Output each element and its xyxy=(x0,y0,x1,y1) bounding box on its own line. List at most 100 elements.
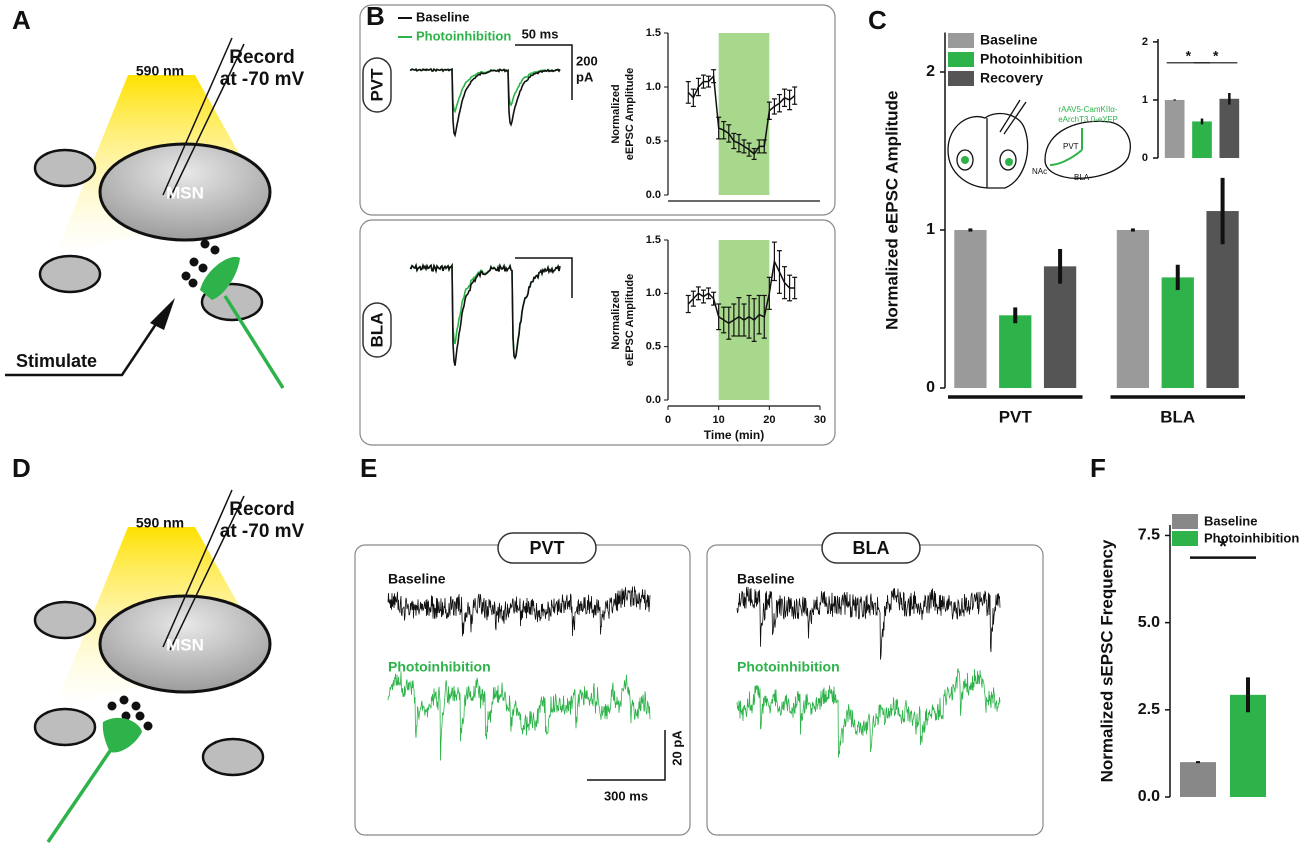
error-bar xyxy=(751,147,757,160)
x-tick-label: 30 xyxy=(814,414,826,426)
line xyxy=(687,258,795,325)
highlight xyxy=(718,33,770,195)
virus-label: eArchT3.0-eYFP xyxy=(1058,115,1118,124)
bar xyxy=(1219,98,1240,158)
cell xyxy=(33,707,97,747)
bar xyxy=(1180,762,1216,797)
x-tick-label: PVT xyxy=(999,407,1033,426)
region-label: PVT xyxy=(1063,142,1079,151)
panel-frame xyxy=(359,4,836,216)
error-bar xyxy=(706,75,712,88)
cell-label: MSN xyxy=(166,635,204,654)
y-tick-label: 0.0 xyxy=(646,394,661,406)
error-bar xyxy=(716,116,722,140)
region-label: PVT xyxy=(367,68,386,102)
error-bar xyxy=(690,290,696,307)
scale-bar xyxy=(587,730,666,781)
record-label: Record xyxy=(229,499,294,520)
error-bar xyxy=(776,93,782,113)
error-bar xyxy=(736,297,742,337)
error-bar xyxy=(782,266,788,300)
error-bar xyxy=(690,88,696,108)
x-tick-label: BLA xyxy=(1160,407,1195,426)
x-tick-label: 20 xyxy=(763,414,775,426)
scale-label: 20 pA xyxy=(669,730,684,766)
y-tick-label: 1.5 xyxy=(646,234,661,246)
scale-label: 200 xyxy=(576,53,598,68)
error-bar xyxy=(721,120,727,140)
condition-label: Photoinhibition xyxy=(388,659,491,675)
y-tick-label: 7.5 xyxy=(1138,527,1160,544)
error-bar xyxy=(726,124,732,143)
injection-diagram xyxy=(947,99,1131,189)
record-label: at -70 mV xyxy=(220,69,305,90)
y-tick-label: 1 xyxy=(926,221,935,238)
error-bar xyxy=(711,69,717,84)
trace xyxy=(736,667,1001,758)
trace xyxy=(387,586,651,637)
error-bar xyxy=(766,276,772,310)
error-bar xyxy=(766,101,772,121)
pipette xyxy=(162,37,233,196)
region-label: NAc xyxy=(1032,167,1047,176)
panel-label: C xyxy=(868,5,887,35)
bar xyxy=(954,230,987,388)
error-bar xyxy=(756,139,762,154)
stim-line xyxy=(5,317,162,377)
neuron xyxy=(102,717,142,753)
light-label: 590 nm xyxy=(136,515,184,531)
region-label: BLA xyxy=(367,313,386,348)
region-pill: PVT xyxy=(497,532,597,564)
legend-swatch xyxy=(948,71,974,86)
evoked-traces xyxy=(409,67,561,366)
error-bar xyxy=(731,303,737,337)
condition-label: Photoinhibition xyxy=(737,659,840,675)
y-axis-label: Normalized eEPSC Amplitude xyxy=(882,91,901,330)
cell xyxy=(38,254,102,294)
stim-arrow xyxy=(150,298,175,330)
y-tick-label: 0.0 xyxy=(1138,788,1160,805)
error-bar xyxy=(711,291,717,306)
legend-label: Baseline xyxy=(1204,513,1257,528)
error-bar xyxy=(736,133,742,153)
y-tick-label: 1 xyxy=(1142,94,1148,106)
scale-bar xyxy=(515,257,573,298)
trace xyxy=(387,671,651,761)
y-tick-label: 0.0 xyxy=(646,189,661,201)
cell-label: MSN xyxy=(166,183,204,202)
y-axis-label: Normalized xyxy=(610,290,622,349)
panel-label: B xyxy=(366,1,385,31)
error-bar xyxy=(706,287,712,300)
x-axis-label: Time (min) xyxy=(704,428,764,442)
schematic-d: 590 nm Record at -70 mV MSN xyxy=(33,489,305,843)
legend-label: Recovery xyxy=(980,70,1043,86)
region-label: PVT xyxy=(529,538,564,558)
panel-label: D xyxy=(12,453,31,483)
panel-label: A xyxy=(12,5,31,35)
region-pill: BLA xyxy=(362,302,392,358)
error-bar xyxy=(695,286,701,301)
error-bar xyxy=(685,80,691,104)
cell xyxy=(33,600,97,640)
y-tick-label: 0.5 xyxy=(646,341,661,353)
bar xyxy=(1192,121,1212,158)
y-tick-label: 2.5 xyxy=(1138,701,1160,718)
error-bar xyxy=(731,132,737,150)
record-label: Record xyxy=(229,47,294,68)
y-tick-label: 1.0 xyxy=(646,81,661,93)
region-label: BLA xyxy=(853,538,890,558)
legend-label: Photoinhibition xyxy=(1204,530,1299,545)
y-tick-label: 1.0 xyxy=(646,287,661,299)
error-bar xyxy=(685,294,691,314)
axon xyxy=(223,295,285,389)
line xyxy=(687,74,796,156)
panel-frame xyxy=(359,219,836,446)
trace xyxy=(409,262,561,366)
error-bar xyxy=(761,139,767,154)
significance-label: * xyxy=(1186,48,1192,64)
trace xyxy=(409,67,561,138)
pipette xyxy=(169,43,245,199)
error-bar xyxy=(716,303,722,331)
error-bar xyxy=(721,306,727,334)
axon xyxy=(46,747,114,843)
